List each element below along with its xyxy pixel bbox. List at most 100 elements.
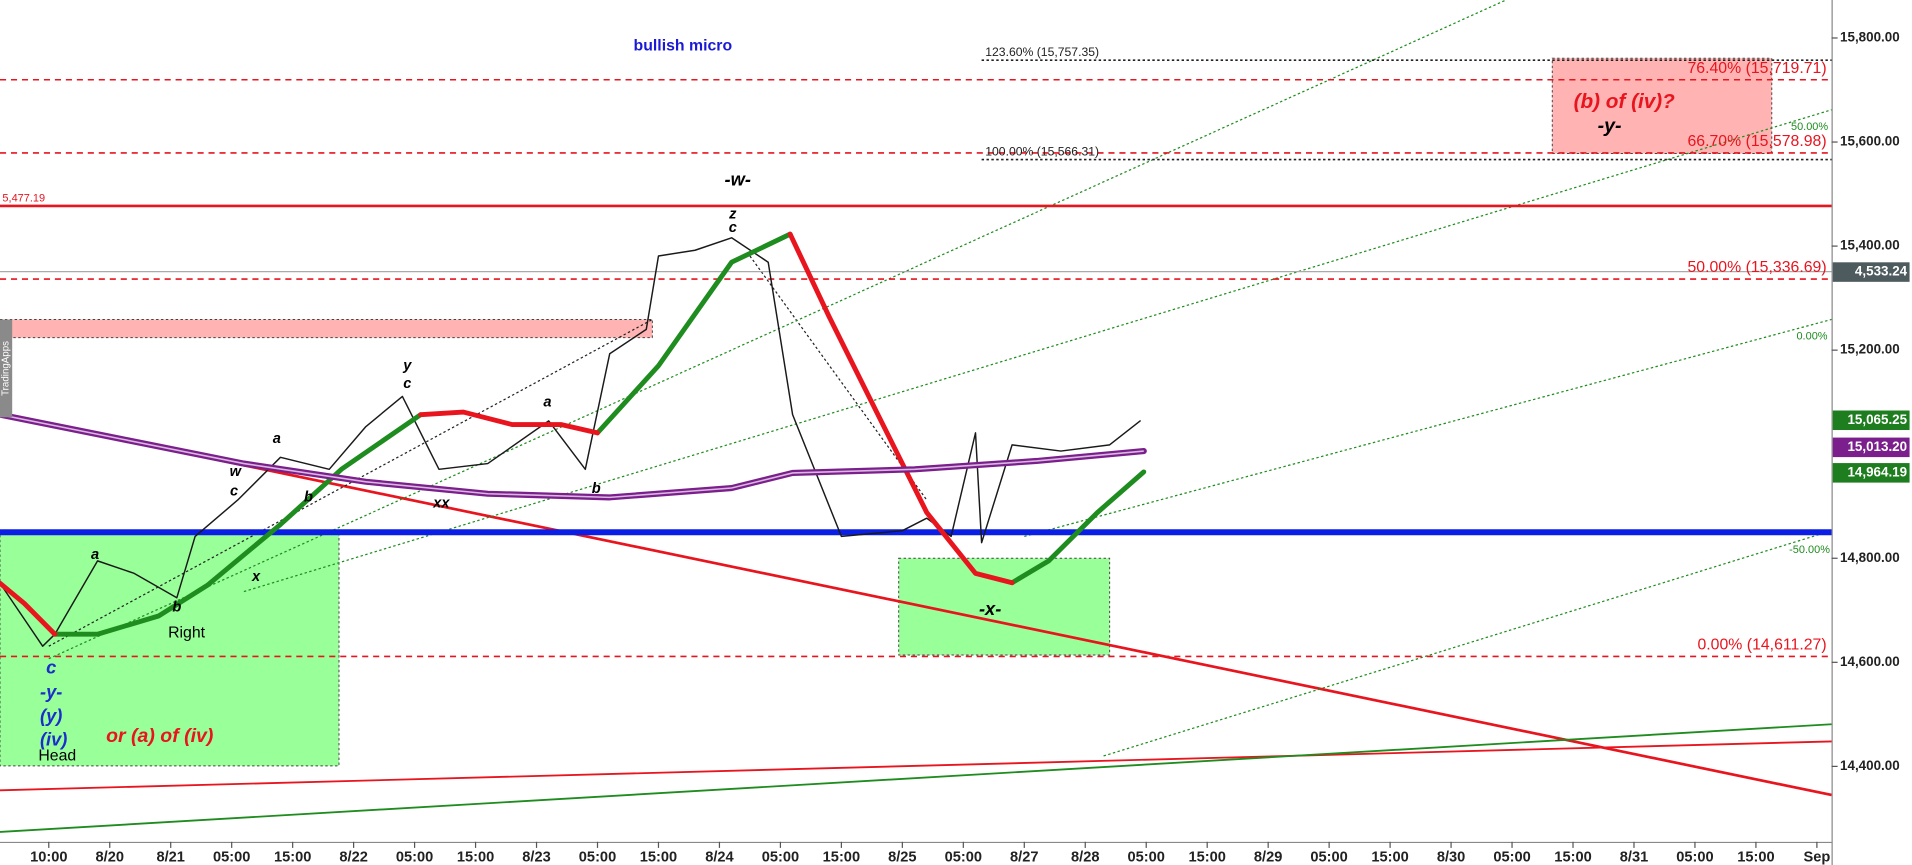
annotation: c: [729, 220, 737, 236]
x-tick-label: 8/20: [96, 850, 124, 865]
x-tick-label: 8/25: [888, 850, 916, 865]
annotation: y: [402, 358, 412, 374]
annotation: 50.00%: [1791, 121, 1828, 133]
x-tick-label: 8/22: [339, 850, 367, 865]
trendline: [749, 255, 928, 501]
level-label: 76.40% (15,719.71): [1687, 60, 1826, 77]
series-line: [52, 231, 1147, 637]
annotation: c: [230, 484, 238, 500]
price-badge-label: 4,533.24: [1855, 264, 1908, 279]
annotation: -y-: [40, 681, 62, 702]
x-tick-label: 8/24: [705, 850, 734, 865]
annotation: z: [728, 207, 737, 223]
series-line-inner: [0, 413, 1144, 499]
x-tick-label: 15:00: [823, 850, 860, 865]
trendline: [48, 0, 1507, 660]
watermark: TradingApps: [1, 341, 12, 396]
watermark-bg: [0, 319, 13, 418]
x-tick-label: Sep: [1803, 850, 1830, 865]
x-tick-label: 8/29: [1254, 850, 1282, 865]
series-line: [0, 231, 1015, 637]
x-tick-label: 15:00: [1188, 850, 1225, 865]
annotation: Head: [38, 748, 76, 765]
trendline: [0, 740, 1832, 792]
y-tick-label: 15,800.00: [1840, 30, 1900, 45]
x-tick-label: 10:00: [30, 850, 67, 865]
x-tick-label: 05:00: [945, 850, 982, 865]
x-tick-label: 15:00: [274, 850, 311, 865]
annotation: c: [403, 376, 411, 392]
x-tick-label: 8/30: [1437, 850, 1465, 865]
price-badge: [1832, 463, 1910, 483]
x-tick-label: 05:00: [1676, 850, 1713, 865]
x-tick-label: 8/28: [1071, 850, 1099, 865]
level-label: 123.60% (15,757.35): [985, 45, 1099, 59]
x-tick-label: 05:00: [396, 850, 433, 865]
annotation: c: [46, 656, 56, 677]
trendline: [1103, 530, 1832, 757]
annotation: a: [273, 431, 281, 447]
x-tick-label: 8/31: [1620, 850, 1648, 865]
y-tick-label: 14,600.00: [1840, 654, 1900, 669]
x-tick-label: 8/23: [522, 850, 550, 865]
price-badge: [1832, 437, 1910, 458]
x-tick-label: 05:00: [579, 850, 616, 865]
x-tick-label: 8/27: [1010, 850, 1038, 865]
trendline: [243, 109, 1832, 593]
level-label: 66.70% (15,578.98): [1687, 133, 1826, 150]
annotation: -x-: [979, 598, 1001, 619]
annotation: x: [251, 569, 261, 585]
x-tick-label: 05:00: [1310, 850, 1347, 865]
x-tick-label: 15:00: [1371, 850, 1408, 865]
price-badge-label: 15,013.20: [1847, 439, 1907, 454]
trendline: [48, 318, 653, 647]
zone: [0, 530, 340, 767]
annotation: -w-: [725, 168, 751, 189]
x-tick-label: 15:00: [1554, 850, 1591, 865]
annotation: Right: [168, 624, 206, 641]
annotation: -50.00%: [1789, 544, 1830, 556]
x-tick-label: 05:00: [1128, 850, 1165, 865]
annotation: -y-: [1598, 115, 1622, 137]
level-label: 5,477.19: [2, 193, 45, 205]
level-label: 100.00% (15,566.31): [985, 144, 1099, 158]
zone: [1551, 57, 1773, 154]
x-tick-label: 15:00: [640, 850, 677, 865]
level-label: 0.00% (14,611.27): [1697, 637, 1826, 654]
annotation: (b) of (iv)?: [1574, 90, 1676, 113]
x-tick-label: 05:00: [762, 850, 799, 865]
price-badge: [1832, 410, 1910, 431]
price-badge: [1832, 262, 1910, 282]
annotation: xx: [432, 496, 450, 512]
x-tick-label: 8/21: [156, 850, 184, 865]
annotation: b: [592, 481, 601, 497]
annotation: b: [304, 490, 313, 506]
price-badge-label: 14,964.19: [1847, 464, 1907, 479]
y-tick-label: 14,400.00: [1840, 758, 1900, 773]
chart-title: bullish micro: [634, 38, 733, 55]
annotation: (y): [40, 705, 62, 726]
trendline: [0, 723, 1832, 833]
annotation: b: [172, 599, 181, 615]
x-tick-label: 15:00: [457, 850, 494, 865]
plot-area: [0, 0, 1832, 833]
x-tick-label: 05:00: [213, 850, 250, 865]
y-tick-label: 14,800.00: [1840, 550, 1900, 565]
annotation: a: [543, 394, 551, 410]
price-badge-label: 15,065.25: [1847, 412, 1907, 427]
x-tick-label: 05:00: [1493, 850, 1530, 865]
annotation: w: [230, 464, 243, 480]
y-tick-label: 15,600.00: [1840, 134, 1900, 149]
annotation: (iv): [40, 728, 67, 749]
annotation: or (a) of (iv): [106, 725, 213, 747]
annotation: a: [91, 547, 99, 563]
zone: [0, 318, 653, 339]
y-tick-label: 15,400.00: [1840, 238, 1900, 253]
trendline: [0, 413, 1832, 797]
annotation: 0.00%: [1796, 331, 1827, 343]
level-label: 50.00% (15,336.69): [1687, 259, 1826, 276]
x-tick-label: 15:00: [1737, 850, 1774, 865]
